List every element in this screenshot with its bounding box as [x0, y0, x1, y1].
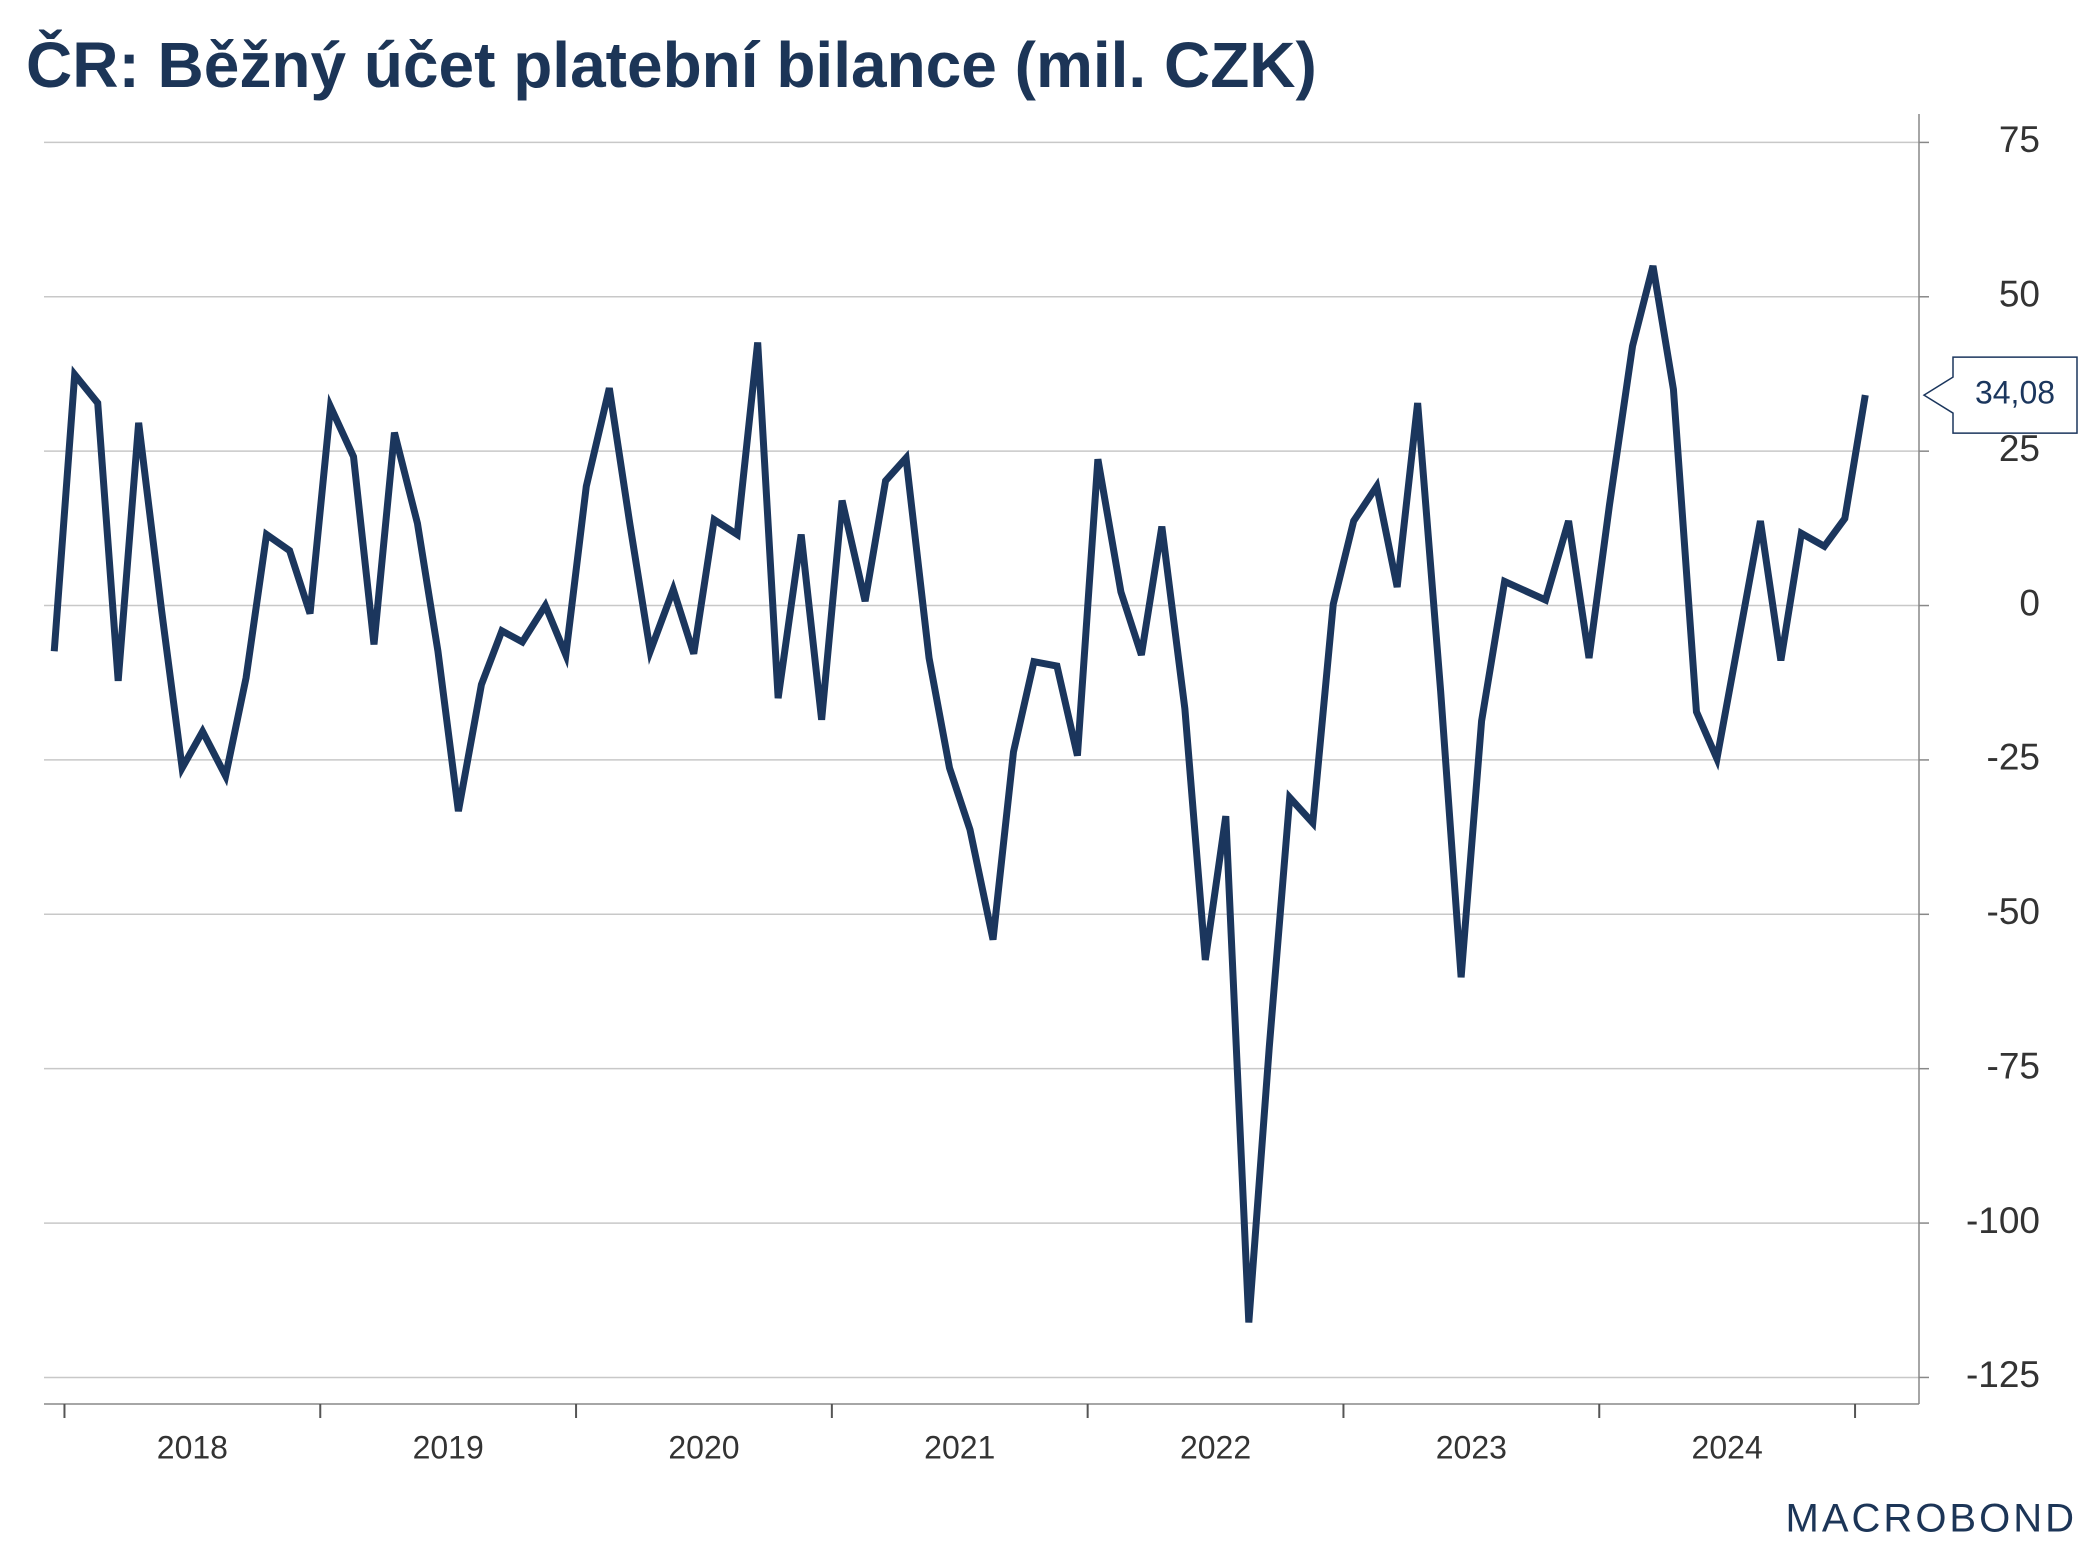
- y-tick-label: 0: [2019, 582, 2040, 623]
- logo: MACROBOND: [1786, 1497, 2077, 1541]
- y-tick-label: -25: [1987, 737, 2040, 778]
- line: [50, 265, 1869, 1323]
- x-tick-label: 2022: [1180, 1429, 1251, 1465]
- x-tick-label: 2024: [1692, 1429, 1763, 1465]
- value-box: [1922, 356, 2078, 434]
- y-tick-label: 50: [1999, 274, 2040, 315]
- x-tick-label: 2021: [924, 1429, 995, 1465]
- y-tick-label: -125: [1966, 1354, 2040, 1395]
- y-tick-label: -75: [1987, 1045, 2040, 1086]
- chart-title: ČR: Běžný účet platební bilance (mil. CZ…: [26, 28, 1317, 101]
- value-label: 34,08: [1975, 375, 2055, 411]
- x-tick-label: 2020: [668, 1429, 739, 1465]
- y-tick-label: -100: [1966, 1200, 2040, 1241]
- x-tick-label: 2018: [157, 1429, 228, 1465]
- y-tick-label: 75: [1999, 119, 2040, 160]
- y-tick-label: 25: [1999, 428, 2040, 469]
- x-tick-label: 2019: [413, 1429, 484, 1465]
- y-tick-label: -50: [1987, 891, 2040, 932]
- x-tick-label: 2023: [1436, 1429, 1507, 1465]
